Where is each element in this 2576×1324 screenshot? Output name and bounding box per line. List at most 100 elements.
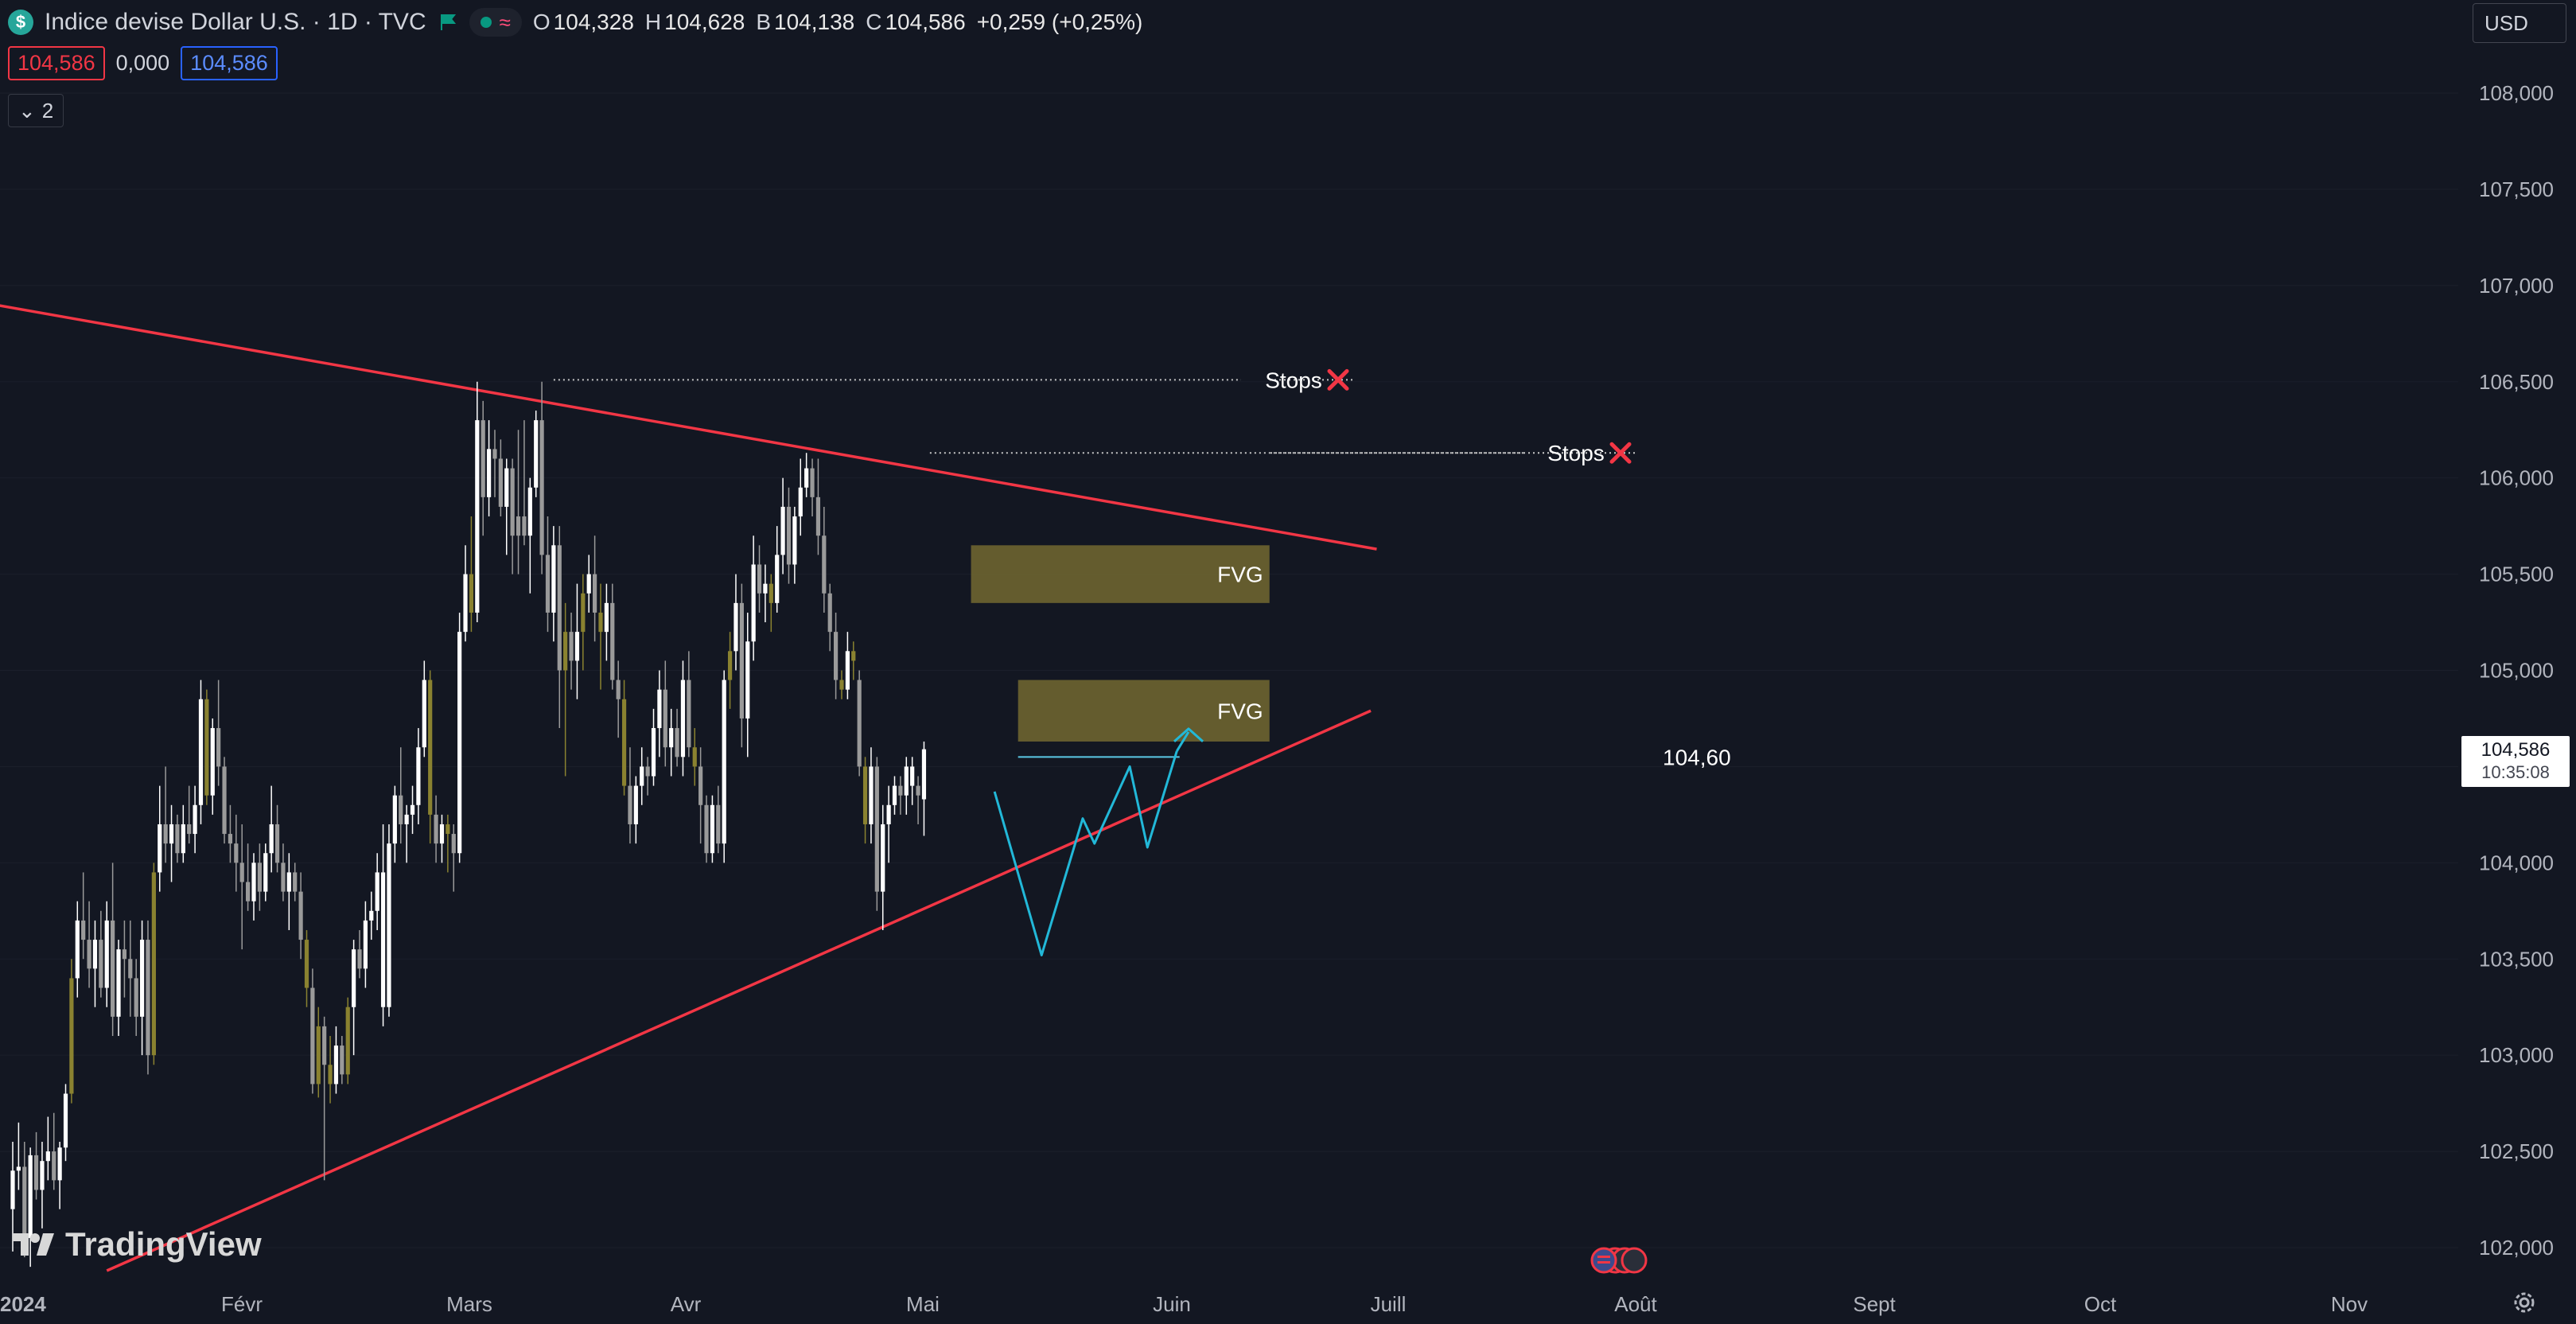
fvg-zone xyxy=(971,545,1270,603)
gear-icon[interactable] xyxy=(2511,1289,2538,1316)
time-tick-label: Oct xyxy=(2084,1292,2117,1316)
price-tick-label: 106,000 xyxy=(2479,466,2554,490)
candle-body xyxy=(898,785,903,796)
time-tick-label: Août xyxy=(1614,1292,1657,1316)
candle-body xyxy=(204,699,209,796)
candle-body xyxy=(111,920,115,1017)
time-tick-label: Juin xyxy=(1153,1292,1191,1316)
candle-body xyxy=(786,506,792,565)
candle-body xyxy=(10,1170,15,1209)
candle-body xyxy=(569,632,574,661)
candle-body xyxy=(551,545,556,613)
candle-body xyxy=(904,766,909,796)
candle-body xyxy=(663,689,667,748)
candle-body xyxy=(369,910,374,921)
candle-body xyxy=(780,506,785,555)
candle-body xyxy=(921,749,927,800)
economic-events[interactable] xyxy=(1588,1244,1664,1276)
candle-body xyxy=(81,920,86,940)
buy-price-button[interactable]: 104,586 xyxy=(181,46,278,80)
indicators-count: 2 xyxy=(41,98,54,123)
arrow-up-icon xyxy=(1173,727,1204,743)
candle-body xyxy=(527,487,532,536)
candle-body xyxy=(910,766,915,786)
candle-body xyxy=(316,1026,321,1085)
candle-body xyxy=(604,602,609,633)
candle-body xyxy=(52,1151,56,1181)
fvg-label: FVG xyxy=(1217,563,1263,587)
candle-body xyxy=(469,574,474,613)
sell-price-button[interactable]: 104,586 xyxy=(8,46,105,80)
candle-body xyxy=(504,468,509,507)
candle-body xyxy=(428,680,433,815)
candle-body xyxy=(621,699,627,786)
symbol-legend: $ Indice devise Dollar U.S. · 1D · TVC ≈… xyxy=(8,6,1142,38)
ohlc-open: O 104,328 xyxy=(532,10,634,34)
candle-body xyxy=(392,795,397,844)
candle-body xyxy=(146,940,150,1056)
candle-body xyxy=(434,814,438,844)
time-tick-label: Nov xyxy=(2331,1292,2368,1316)
candle-body xyxy=(557,545,562,671)
candle-body xyxy=(481,420,485,497)
candle-body xyxy=(40,1161,45,1190)
tradingview-watermark[interactable]: TradingView xyxy=(13,1225,262,1264)
time-tick-label: Mars xyxy=(446,1292,492,1316)
candle-body xyxy=(163,824,168,844)
event-flag-icon xyxy=(1621,1247,1648,1274)
time-tick-label: Avr xyxy=(671,1292,702,1316)
candle-body xyxy=(610,602,615,680)
symbol-title[interactable]: Indice devise Dollar U.S. · 1D · TVC xyxy=(45,9,426,35)
candle-body xyxy=(239,863,244,882)
candle-body xyxy=(651,728,656,777)
candle-body xyxy=(293,872,298,892)
candle-body xyxy=(269,824,274,854)
candle-body xyxy=(669,728,674,748)
price-tick-label: 103,000 xyxy=(2479,1043,2554,1067)
candle-body xyxy=(104,920,109,988)
candle-body xyxy=(99,940,103,988)
candle-body xyxy=(616,680,621,699)
candle-body xyxy=(322,1026,327,1065)
candle-body xyxy=(822,535,827,594)
indicators-toggle-button[interactable]: ⌄ 2 xyxy=(8,94,64,127)
candle-body xyxy=(410,804,415,815)
spread-value: 0,000 xyxy=(115,51,170,75)
candle-body xyxy=(33,1155,39,1190)
price-tick-label: 107,500 xyxy=(2479,177,2554,201)
candle-body xyxy=(498,458,503,507)
price-tick-label: 102,500 xyxy=(2479,1139,2554,1163)
candle-body xyxy=(522,516,527,536)
candle-body xyxy=(134,978,138,1017)
chart-grid xyxy=(0,92,2458,1248)
candle-body xyxy=(340,1046,344,1075)
candle-body xyxy=(257,863,262,892)
price-tick-label: 106,500 xyxy=(2479,370,2554,394)
candle-body xyxy=(75,920,80,979)
fvg-zone xyxy=(1018,680,1270,742)
candle-body xyxy=(375,872,379,911)
delayed-data-icon: ≈ xyxy=(499,10,511,34)
candle-body xyxy=(675,728,679,757)
candle-body xyxy=(399,795,403,824)
candle-body xyxy=(640,766,644,786)
price-axis: 102,000 102,500 103,000 103,500 104,000 104,5… xyxy=(2479,81,2554,1260)
candle-body xyxy=(827,593,832,633)
market-status-pill[interactable]: ≈ xyxy=(469,8,522,37)
candle-body xyxy=(416,747,421,805)
candle-body xyxy=(63,1093,68,1148)
candle-body xyxy=(193,804,197,835)
candle-body xyxy=(387,843,391,1007)
candle-body xyxy=(698,766,703,805)
currency-select[interactable]: USD xyxy=(2473,3,2566,43)
candle-body xyxy=(539,420,544,555)
candle-body xyxy=(16,1166,21,1171)
ohlc-values: O 104,328 H 104,628 B 104,138 C 104,586 +0,2… xyxy=(533,10,1142,35)
candle-body xyxy=(246,882,251,901)
last-price-tag: 104,586 10:35:08 xyxy=(2461,736,2570,787)
flag-icon[interactable] xyxy=(438,12,458,33)
time-tick-label: Févr xyxy=(221,1292,263,1316)
candle-body xyxy=(892,785,897,805)
candle-body xyxy=(710,804,715,854)
